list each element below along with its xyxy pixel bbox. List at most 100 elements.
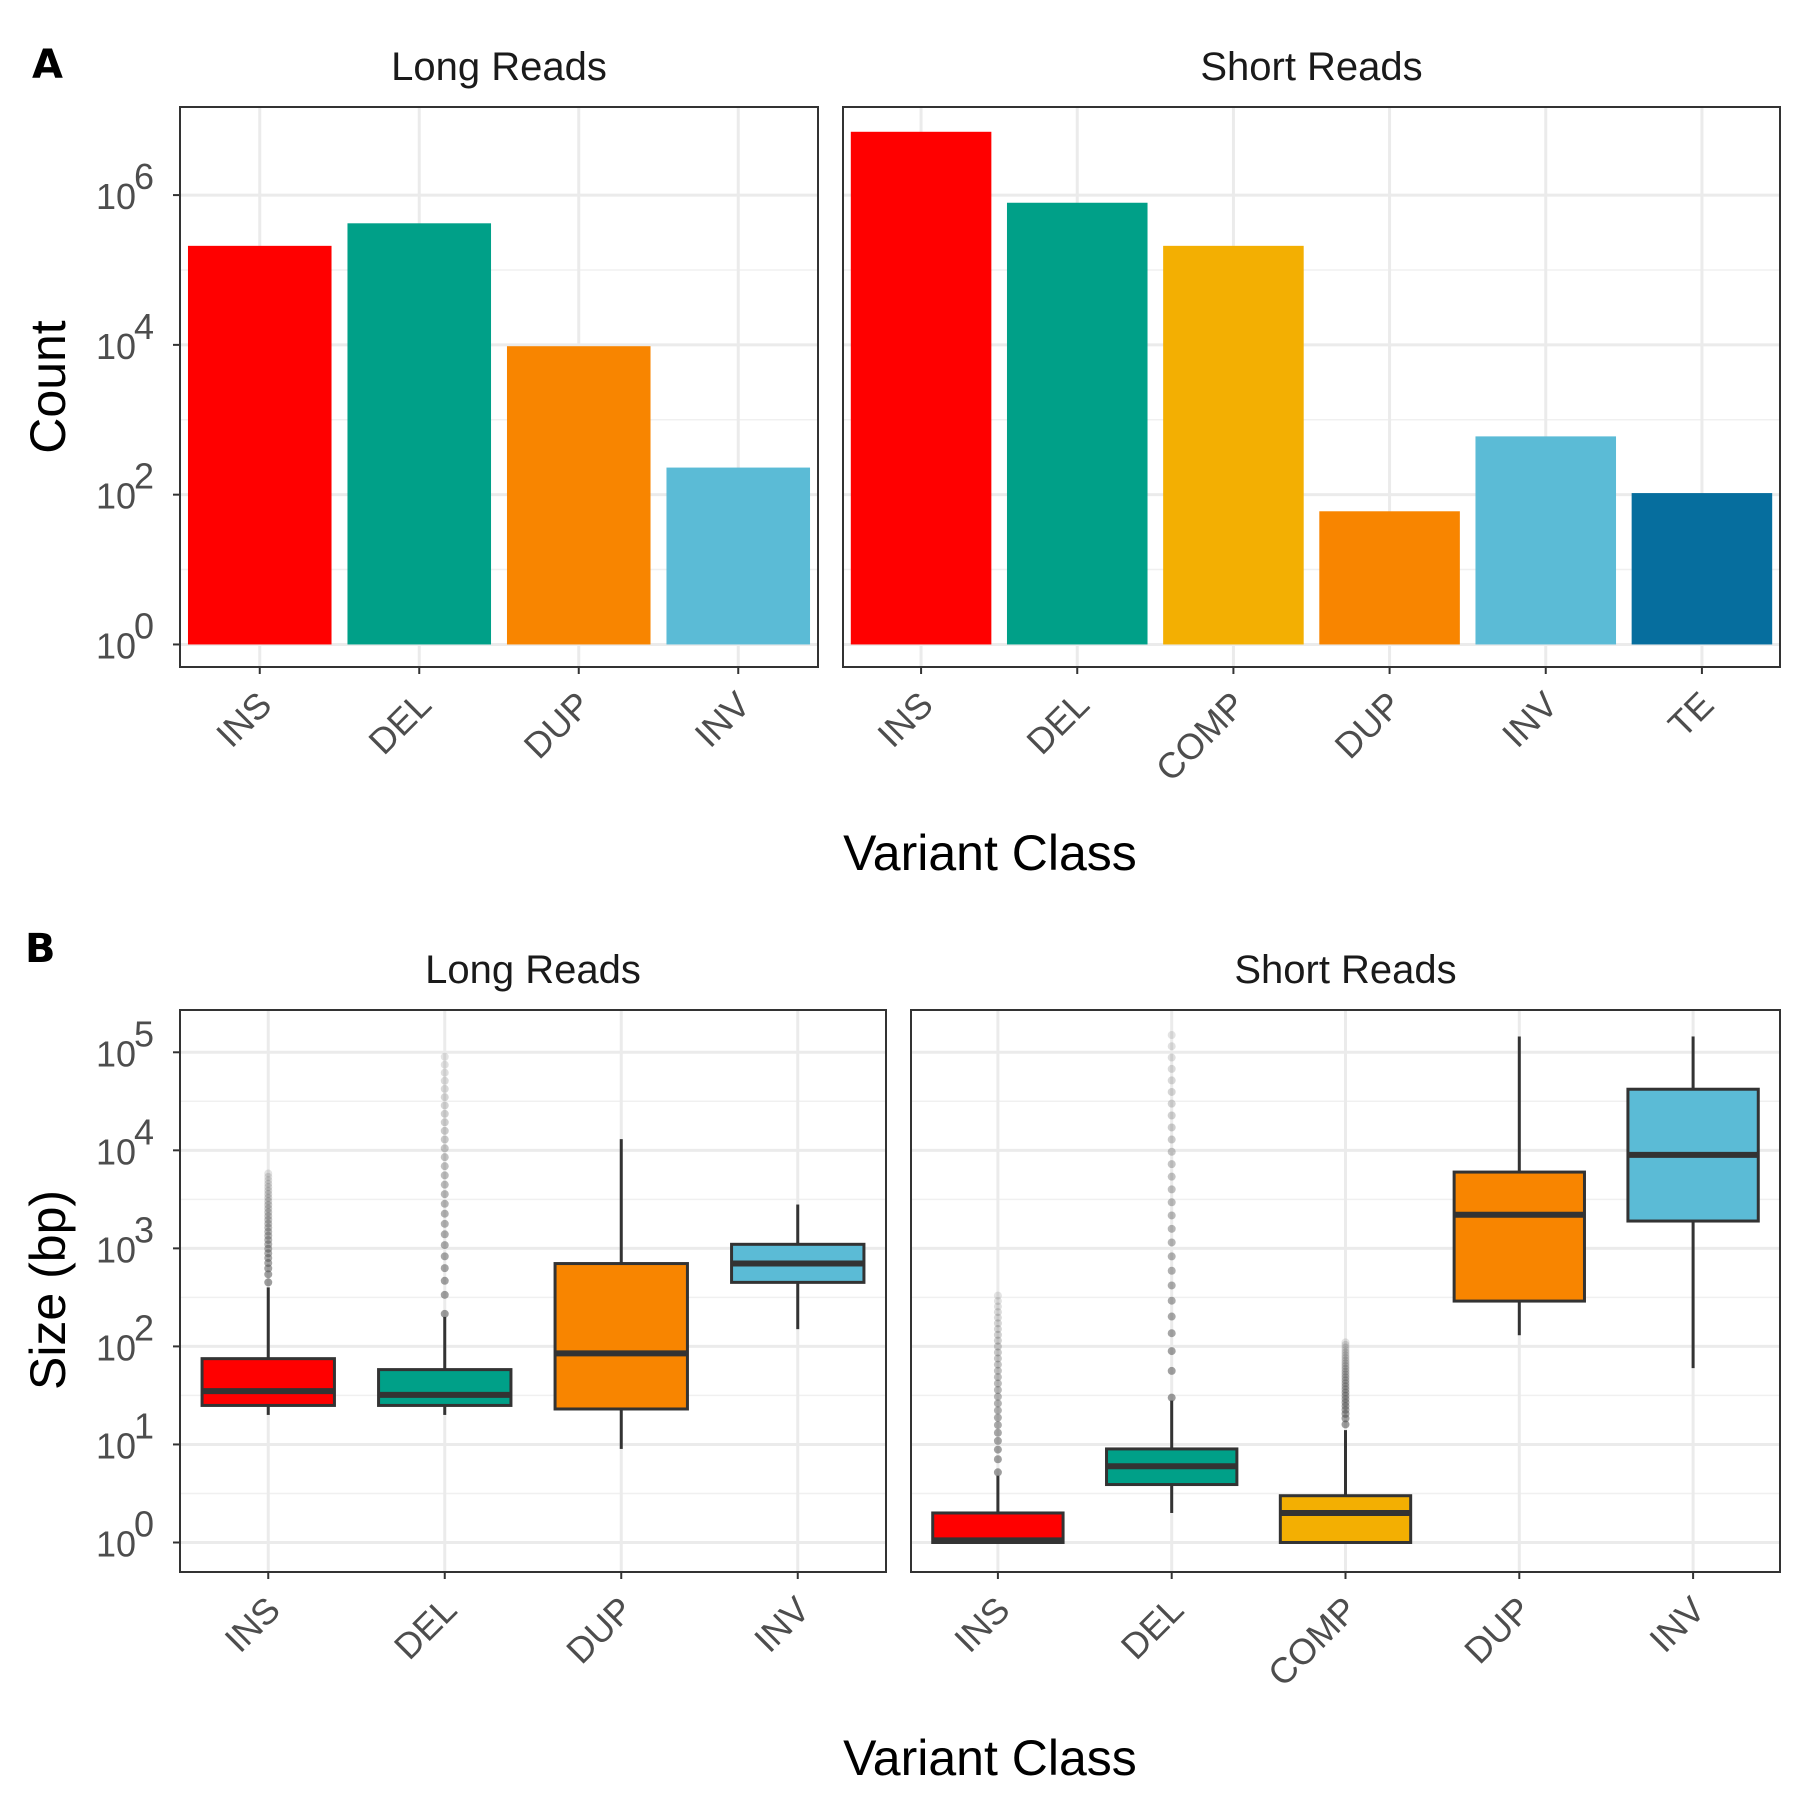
outlier-point [1167,1252,1176,1261]
outlier-point [440,1219,449,1228]
x-tick-label: COMP [1148,684,1253,789]
outlier-point [264,1169,273,1178]
outlier-point [1167,1224,1176,1233]
outlier-point [440,1109,449,1118]
outlier-point [1341,1340,1350,1349]
outlier-point [993,1366,1002,1375]
outlier-point [1167,1185,1176,1194]
box [200,1357,336,1407]
box [377,1368,513,1407]
outlier-point [264,1278,273,1287]
outlier-point [440,1093,449,1102]
bar [1319,511,1460,645]
x-axis-title: Variant Class [843,825,1137,881]
y-tick-label: 10 [96,1229,136,1270]
outlier-point [993,1297,1002,1306]
outlier-point [264,1172,273,1181]
y-tick-exponent: 6 [134,156,154,197]
bar [1163,245,1304,645]
outlier-point [440,1153,449,1162]
x-tick-label: INS [208,684,279,755]
outlier-point [440,1209,449,1218]
y-tick-exponent: 1 [134,1405,154,1446]
outlier-point [264,1235,273,1244]
outlier-point [440,1135,449,1144]
outlier-point [993,1392,1002,1401]
outlier-point [264,1227,273,1236]
panel-border [179,106,819,668]
x-tick-label: DEL [360,684,439,763]
outlier-point [1167,1347,1176,1356]
outlier-point [1167,1172,1176,1181]
outlier-point [1167,1281,1176,1290]
x-tick-label: DUP [558,1589,641,1672]
bar [187,245,332,645]
y-tick-label: 10 [96,625,136,666]
outlier-point [993,1379,1002,1388]
x-tick-label: DEL [386,1589,465,1668]
y-tick-exponent: 4 [134,1111,154,1152]
outlier-point [993,1336,1002,1345]
outlier-point [1167,1211,1176,1220]
outlier-point [1167,1198,1176,1207]
outlier-point [264,1197,273,1206]
y-tick-label: 10 [96,1327,136,1368]
outlier-point [440,1230,449,1239]
outlier-point [993,1319,1002,1328]
outlier-point [1167,1099,1176,1108]
outlier-point [264,1259,273,1268]
y-tick-label: 10 [96,1523,136,1564]
y-tick-exponent: 0 [134,605,154,646]
outlier-point [440,1241,449,1250]
facet-strip-label: Short Reads [1234,948,1456,992]
x-tick-label: INS [869,684,940,755]
outlier-point [264,1254,273,1263]
outlier-point [1341,1343,1350,1352]
outlier-point [993,1386,1002,1395]
outlier-point [264,1186,273,1195]
outlier-point [1167,1111,1176,1120]
outlier-point [440,1190,449,1199]
outlier-point [1341,1353,1350,1362]
outlier-point [993,1302,1002,1311]
panel-border [179,1009,887,1573]
outlier-point [264,1200,273,1209]
outlier-point [1341,1348,1350,1357]
box [553,1262,689,1411]
outlier-point [440,1264,449,1273]
outlier-point [264,1270,273,1279]
y-tick-label: 10 [96,326,136,367]
outlier-point [440,1052,449,1061]
y-tick-label: 10 [96,176,136,217]
bar [1631,493,1773,645]
outlier-point [1341,1388,1350,1397]
bar [850,131,992,645]
outlier-point [440,1060,449,1069]
x-tick-label: DUP [1326,684,1409,767]
outlier-point [1341,1364,1350,1373]
outlier-point [1341,1351,1350,1360]
outlier-point [1167,1087,1176,1096]
outlier-point [440,1076,449,1085]
y-tick-exponent: 0 [134,1503,154,1544]
outlier-point [440,1068,449,1077]
outlier-point [264,1212,273,1221]
outlier-point [1167,1266,1176,1275]
outlier-point [440,1144,449,1153]
outlier-point [1341,1402,1350,1411]
outlier-point [1167,1031,1176,1040]
outlier-point [440,1252,449,1261]
outlier-point [440,1171,449,1180]
outlier-point [264,1179,273,1188]
outlier-point [1341,1391,1350,1400]
panel-border [842,106,1781,668]
outlier-point [1341,1420,1350,1429]
y-tick-exponent: 2 [134,456,154,497]
outlier-point [1341,1367,1350,1376]
outlier-point [440,1126,449,1135]
outlier-point [1167,1238,1176,1247]
outlier-point [993,1428,1002,1437]
outlier-point [440,1199,449,1208]
outlier-point [1341,1346,1350,1355]
